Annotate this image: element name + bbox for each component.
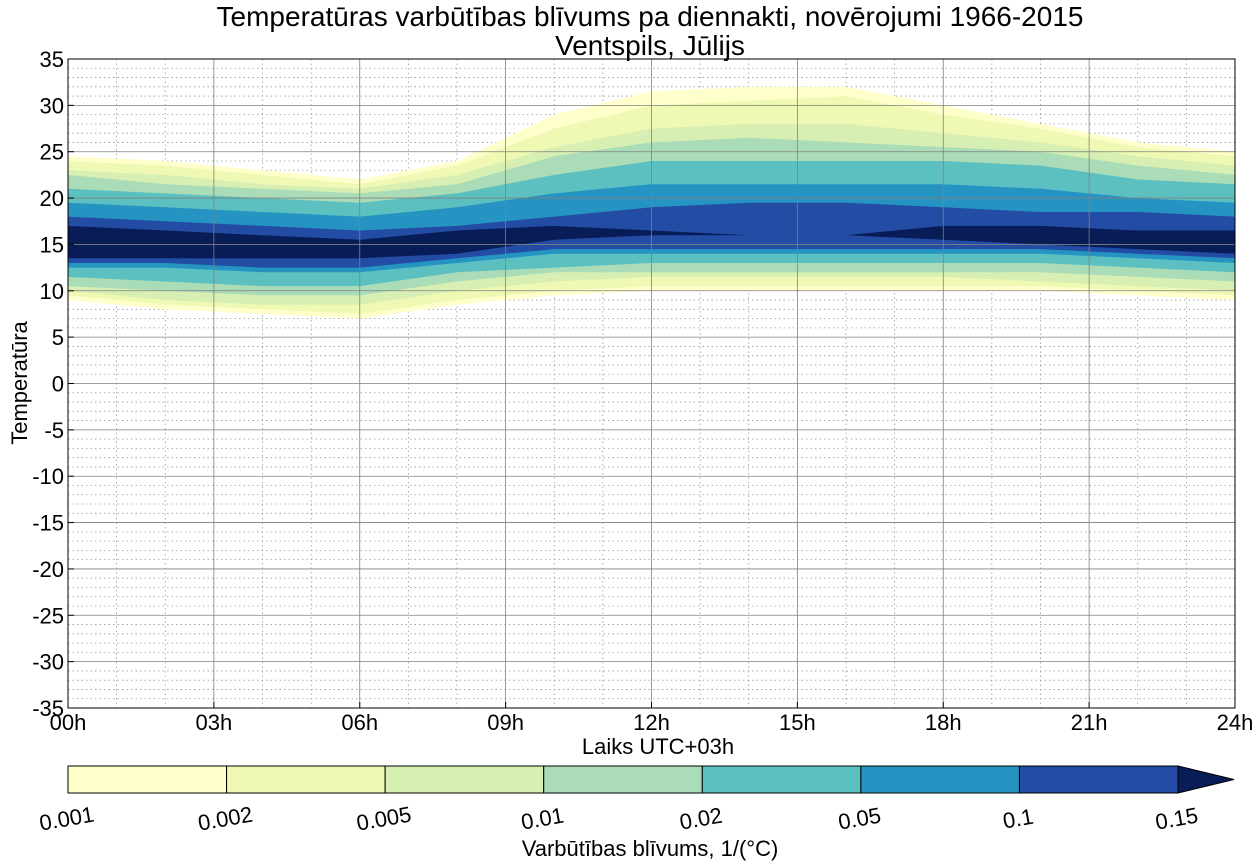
colorbar-segment-0.01 <box>543 765 703 794</box>
y-tick-label: -5 <box>44 418 64 443</box>
colorbar-tick-label: 0.001 <box>37 802 96 836</box>
y-tick-label: -30 <box>32 650 64 675</box>
colorbar-tick-label: 0.05 <box>836 803 883 835</box>
colorbar-segment-0.001 <box>67 765 228 794</box>
colorbar-tick-label: 0.15 <box>1153 803 1200 835</box>
colorbar-ticks: 0.001 0.002 0.005 0.01 0.02 0.05 0.1 0.15 <box>37 802 1200 836</box>
major-grid <box>68 59 1235 708</box>
colorbar-tick-label: 0.1 <box>1001 804 1035 834</box>
x-tick-label: 06h <box>341 710 378 735</box>
x-tick-label: 12h <box>633 710 670 735</box>
x-tick-label: 18h <box>925 710 962 735</box>
colorbar-segment-0.1 <box>1018 765 1179 794</box>
x-tick-label: 03h <box>196 710 233 735</box>
y-tick-label: 15 <box>40 232 64 257</box>
y-tick-label: -15 <box>32 511 64 536</box>
y-tick-label: 25 <box>40 140 64 165</box>
y-tick-label: -10 <box>32 464 64 489</box>
colorbar-tick-label: 0.01 <box>519 803 566 835</box>
x-tick-label: 21h <box>1071 710 1108 735</box>
y-tick-label: 20 <box>40 186 64 211</box>
colorbar-segment-0.005 <box>384 765 545 794</box>
y-tick-label: 5 <box>52 325 64 350</box>
colorbar-tick-label: 0.002 <box>196 802 255 836</box>
y-axis-label: Temperatūra <box>7 320 32 444</box>
y-tick-label: -20 <box>32 557 64 582</box>
colorbar <box>67 765 1235 794</box>
y-axis-ticks: 35 30 25 20 15 10 5 0 -5 -10 -15 -20 -25 -30 -35 <box>32 47 74 721</box>
x-tick-label: 24h <box>1217 710 1254 735</box>
chart-subtitle: Ventspils, Jūlijs <box>555 30 745 61</box>
colorbar-label: Varbūtības blīvums, 1/(°C) <box>522 836 779 861</box>
colorbar-segment-0.05 <box>860 765 1020 794</box>
colorbar-tick-label: 0.005 <box>355 802 414 836</box>
x-tick-label: 00h <box>50 710 87 735</box>
x-axis-label: Laiks UTC+03h <box>582 734 734 759</box>
x-tick-label: 15h <box>779 710 816 735</box>
colorbar-tick-label: 0.02 <box>678 803 725 835</box>
y-tick-label: 0 <box>52 372 64 397</box>
colorbar-segment-0.002 <box>226 765 386 794</box>
x-tick-label: 09h <box>487 710 524 735</box>
y-tick-label: 35 <box>40 47 64 72</box>
x-axis-ticks: 00h 03h 06h 09h 12h 15h 18h 21h 24h <box>50 702 1254 735</box>
colorbar-segment-0.02 <box>701 765 862 794</box>
y-tick-label: 10 <box>40 279 64 304</box>
chart-title: Temperatūras varbūtības blīvums pa dienn… <box>217 1 1084 32</box>
y-tick-label: -35 <box>32 696 64 721</box>
colorbar-extend-arrow <box>1177 765 1235 794</box>
y-tick-label: 30 <box>40 93 64 118</box>
y-tick-label: -25 <box>32 603 64 628</box>
